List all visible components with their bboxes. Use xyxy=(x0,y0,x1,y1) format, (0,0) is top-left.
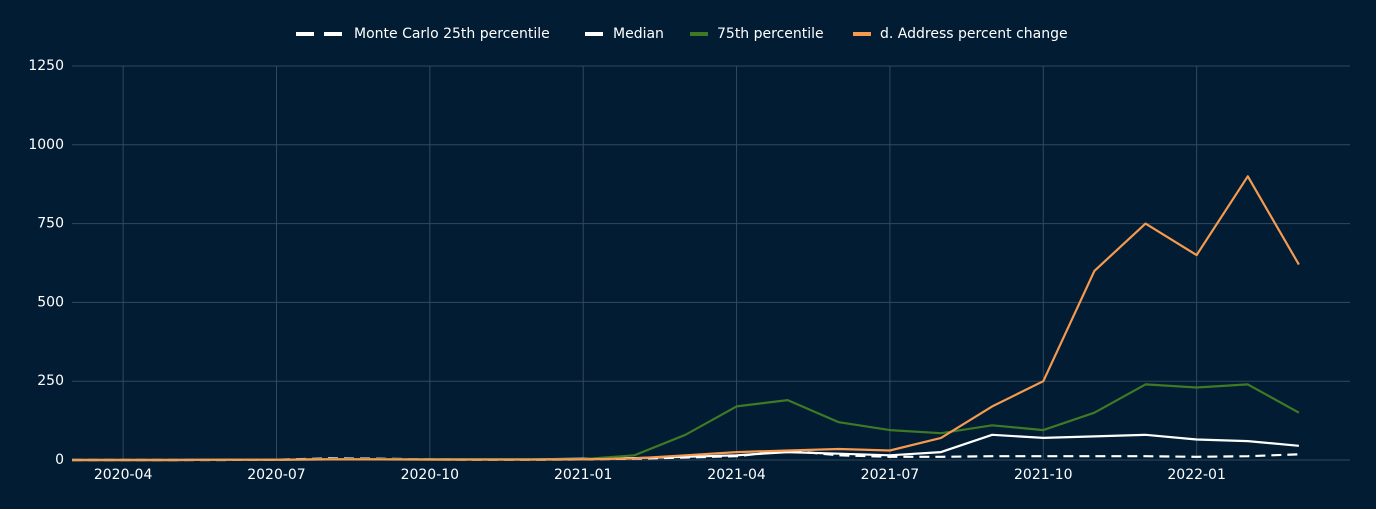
legend-label: 75th percentile xyxy=(717,26,824,42)
legend-label: Median xyxy=(613,26,664,42)
y-tick-label: 1000 xyxy=(28,137,64,153)
x-tick-label: 2021-01 xyxy=(554,467,613,483)
legend-item: Median xyxy=(585,26,664,42)
x-tick-label: 2021-10 xyxy=(1014,467,1073,483)
x-tick-label: 2022-01 xyxy=(1167,467,1226,483)
legend-item: 75th percentile xyxy=(690,26,824,42)
legend-label: Monte Carlo 25th percentile xyxy=(354,26,550,42)
x-tick-label: 2020-04 xyxy=(94,467,153,483)
series-line xyxy=(72,175,1300,462)
x-tick-label: 2021-07 xyxy=(861,467,920,483)
x-tick-label: 2020-07 xyxy=(247,467,306,483)
x-tick-label: 2021-04 xyxy=(707,467,766,483)
y-tick-label: 1250 xyxy=(28,58,64,74)
y-tick-label: 0 xyxy=(55,452,64,468)
legend-item: Monte Carlo 25th percentile xyxy=(296,26,550,42)
legend-item: d. Address percent change xyxy=(853,26,1068,42)
series-line xyxy=(72,383,1300,462)
x-tick-label: 2020-10 xyxy=(401,467,460,483)
y-tick-label: 250 xyxy=(37,373,64,389)
legend-label: d. Address percent change xyxy=(880,26,1068,42)
y-tick-label: 750 xyxy=(37,216,64,232)
y-tick-label: 500 xyxy=(37,294,64,310)
